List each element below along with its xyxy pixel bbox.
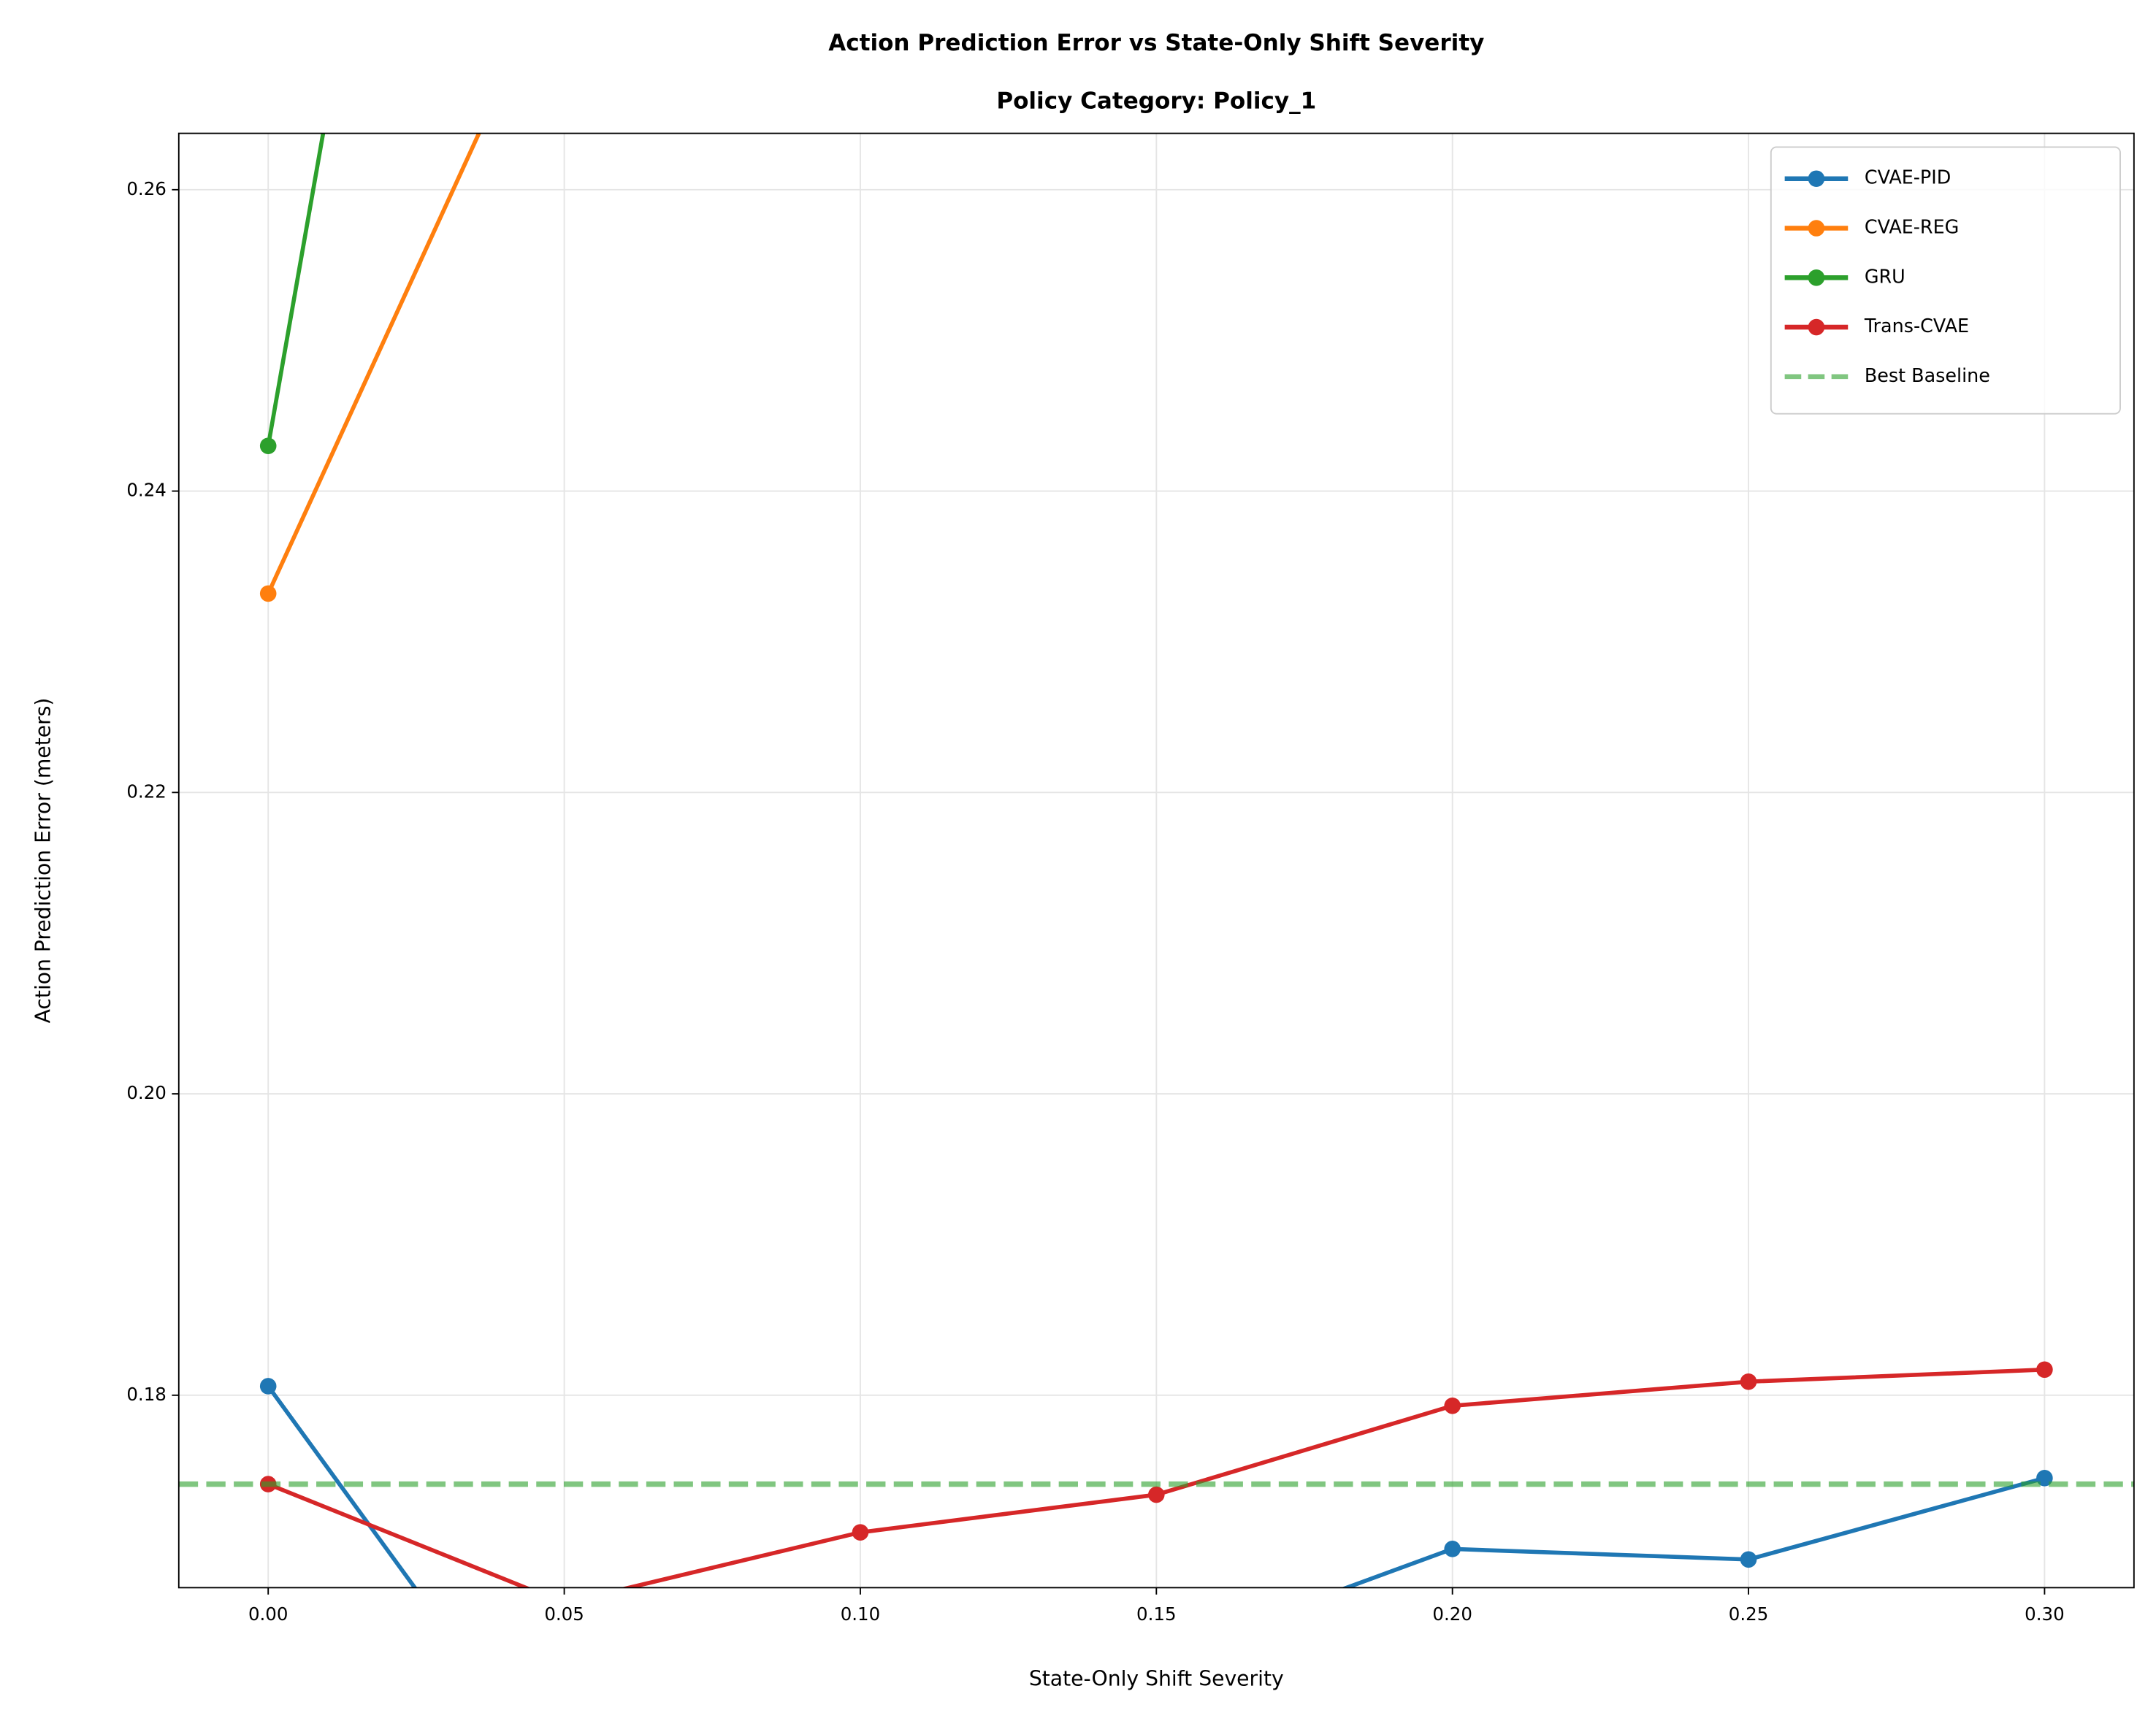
legend-marker	[1808, 269, 1825, 286]
point	[1148, 1649, 1165, 1666]
x-tick-label: 0.00	[248, 1603, 288, 1625]
legend-label: Best Baseline	[1865, 364, 1990, 386]
y-tick-label: 0.22	[126, 781, 166, 802]
x-tick-label: 0.25	[1729, 1603, 1768, 1625]
legend-marker	[1808, 318, 1825, 336]
point	[259, 1378, 277, 1395]
point	[1444, 1397, 1461, 1414]
point	[1444, 1541, 1461, 1557]
chart-subtitle: Policy Category: Policy_1	[996, 88, 1316, 114]
legend-marker	[1808, 170, 1825, 188]
chart-title: Action Prediction Error vs State-Only Sh…	[828, 30, 1484, 56]
y-tick-label: 0.24	[126, 480, 166, 501]
x-tick-label: 0.15	[1136, 1603, 1176, 1625]
x-tick-label: 0.20	[1432, 1603, 1472, 1625]
point	[1148, 1486, 1165, 1503]
point	[852, 1524, 869, 1541]
x-tick-label: 0.30	[2025, 1603, 2064, 1625]
x-tick-label: 0.05	[544, 1603, 584, 1625]
point	[1740, 1551, 1757, 1568]
plot-area	[178, 133, 2134, 1721]
point	[259, 585, 277, 602]
legend-label: CVAE-PID	[1865, 166, 1951, 188]
x-axis-label: State-Only Shift Severity	[1029, 1667, 1284, 1691]
y-tick-label: 0.20	[126, 1082, 166, 1103]
x-tick-label: 0.10	[841, 1603, 880, 1625]
point	[1740, 1373, 1757, 1390]
y-tick-label: 0.26	[126, 178, 166, 199]
point	[2036, 1361, 2053, 1379]
point	[259, 437, 277, 454]
legend-box	[1770, 146, 2121, 415]
legend-label: GRU	[1865, 265, 1905, 287]
y-axis-label: Action Prediction Error (meters)	[31, 698, 55, 1024]
y-tick-label: 0.18	[126, 1384, 166, 1405]
point	[852, 1719, 869, 1721]
plot-frame	[177, 132, 2135, 1589]
legend-label: CVAE-REG	[1865, 216, 1960, 238]
legend-label: Trans-CVAE	[1864, 315, 1969, 337]
legend-marker	[1808, 220, 1825, 237]
